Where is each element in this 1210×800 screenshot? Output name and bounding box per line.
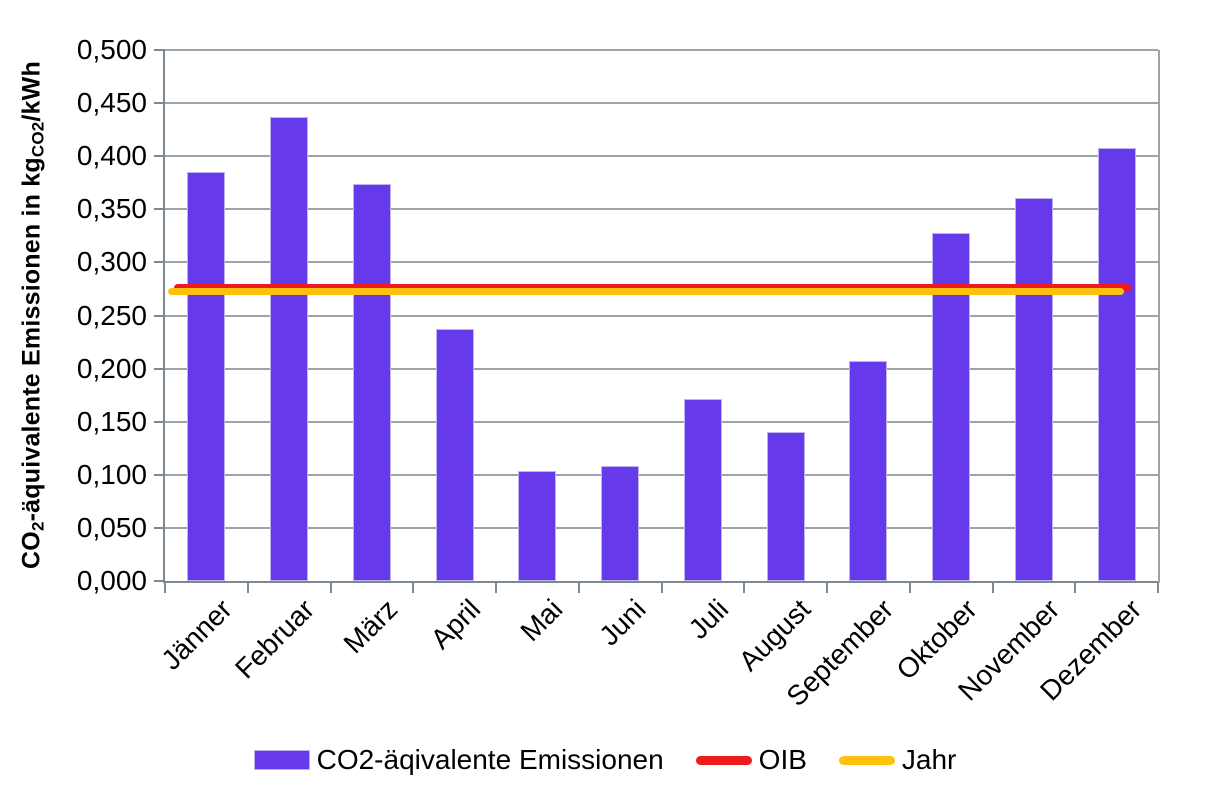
legend-label-jahr: Jahr [901,744,957,775]
x-label-Juli: Juli [682,593,735,645]
y-tick-label-0,150: 0,150 [76,405,147,437]
x-tick-2 [329,583,332,593]
x-tick-7 [743,583,746,593]
x-tick-3 [412,583,415,593]
y-tick-label-0,100: 0,100 [76,458,147,490]
bar-April [435,329,474,581]
gridline-0,200 [165,367,1158,370]
x-tick-1 [246,583,249,593]
bar-November [1014,197,1053,581]
x-label-Juni: Juni [593,593,652,652]
gridline-0,500 [165,49,1158,51]
legend-item-emissions: CO2-äqivalente Emissionen [253,743,664,777]
x-tick-10 [991,583,994,593]
y-tick-label-0,500: 0,500 [76,34,147,65]
x-label-Februar: Februar [229,593,321,685]
x-label-März: März [337,593,404,660]
x-axis-line [163,581,1158,583]
y-axis-title: CO2-äquivalente Emissionen in kgCO2/kWh [17,61,48,569]
y-axis-line [163,50,165,583]
legend-label-oib: OIB [758,744,807,775]
y-tick-0,200 [154,367,165,370]
oib-line [174,283,1131,292]
gridline-0,250 [165,314,1158,317]
gridline-0,050 [165,526,1158,529]
x-label-April: April [424,593,486,655]
gridline-0,350 [165,208,1158,211]
y-tick-0,350 [154,208,165,211]
x-tick-9 [908,583,911,593]
bar-Juni [601,466,640,581]
x-tick-5 [577,583,580,593]
y-tick-0,400 [154,155,165,158]
legend-label-emissions: CO2-äqivalente Emissionen [316,744,664,775]
plot-right-border [1158,50,1160,583]
legend-item-oib: OIB [695,743,807,777]
y-tick-label-0,350: 0,350 [76,193,147,225]
y-title-mid: -äquivalente Emissionen in kg [17,157,46,522]
y-tick-label-0,000: 0,000 [76,565,147,596]
x-label-Mai: Mai [514,593,569,648]
gridline-0,400 [165,155,1158,158]
jahr-line [168,288,1124,295]
bar-Mai [518,470,557,581]
y-tick-label-0,050: 0,050 [76,511,147,543]
y-title-sub-co2: CO2 [28,121,48,158]
y-title-pre: CO [17,531,46,569]
y-tick-0,000 [154,580,165,582]
legend-item-jahr: Jahr [838,743,957,777]
x-tick-8 [826,583,828,593]
bar-Jänner [187,172,226,581]
jahr-line-swatch [838,755,895,765]
y-tick-0,100 [154,473,165,476]
gridline-0,450 [165,102,1158,105]
x-tick-6 [660,583,663,593]
y-tick-0,250 [154,314,165,317]
y-tick-0,450 [154,102,165,105]
y-tick-label-0,300: 0,300 [76,246,147,278]
y-tick-label-0,250: 0,250 [76,299,147,331]
bar-März [352,183,391,581]
y-tick-label-0,200: 0,200 [76,352,147,384]
x-tick-0 [164,583,166,593]
y-title-post: /kWh [17,61,46,122]
bar-September [849,361,888,581]
bar-Juli [683,399,722,581]
bar-August [766,432,805,581]
x-label-Jänner: Jänner [155,593,238,676]
y-tick-0,500 [154,49,165,51]
y-tick-label-0,400: 0,400 [76,140,147,172]
y-tick-0,050 [154,526,165,529]
y-tick-0,150 [154,420,165,423]
emissions-series-swatch [253,750,310,770]
y-tick-label-0,450: 0,450 [76,87,147,119]
gridline-0,150 [165,420,1158,423]
gridline-0,300 [165,261,1158,264]
x-tick-4 [495,583,497,593]
bar-Dezember [1097,147,1136,581]
x-tick-12 [1157,583,1159,593]
y-tick-0,300 [154,261,165,264]
bar-Februar [270,116,309,581]
oib-line-swatch [695,755,752,765]
x-tick-11 [1074,583,1077,593]
legend: CO2-äqivalente Emissionen OIB Jahr [0,743,1210,777]
y-title-sub-2: 2 [28,521,48,532]
gridline-0,100 [165,473,1158,476]
